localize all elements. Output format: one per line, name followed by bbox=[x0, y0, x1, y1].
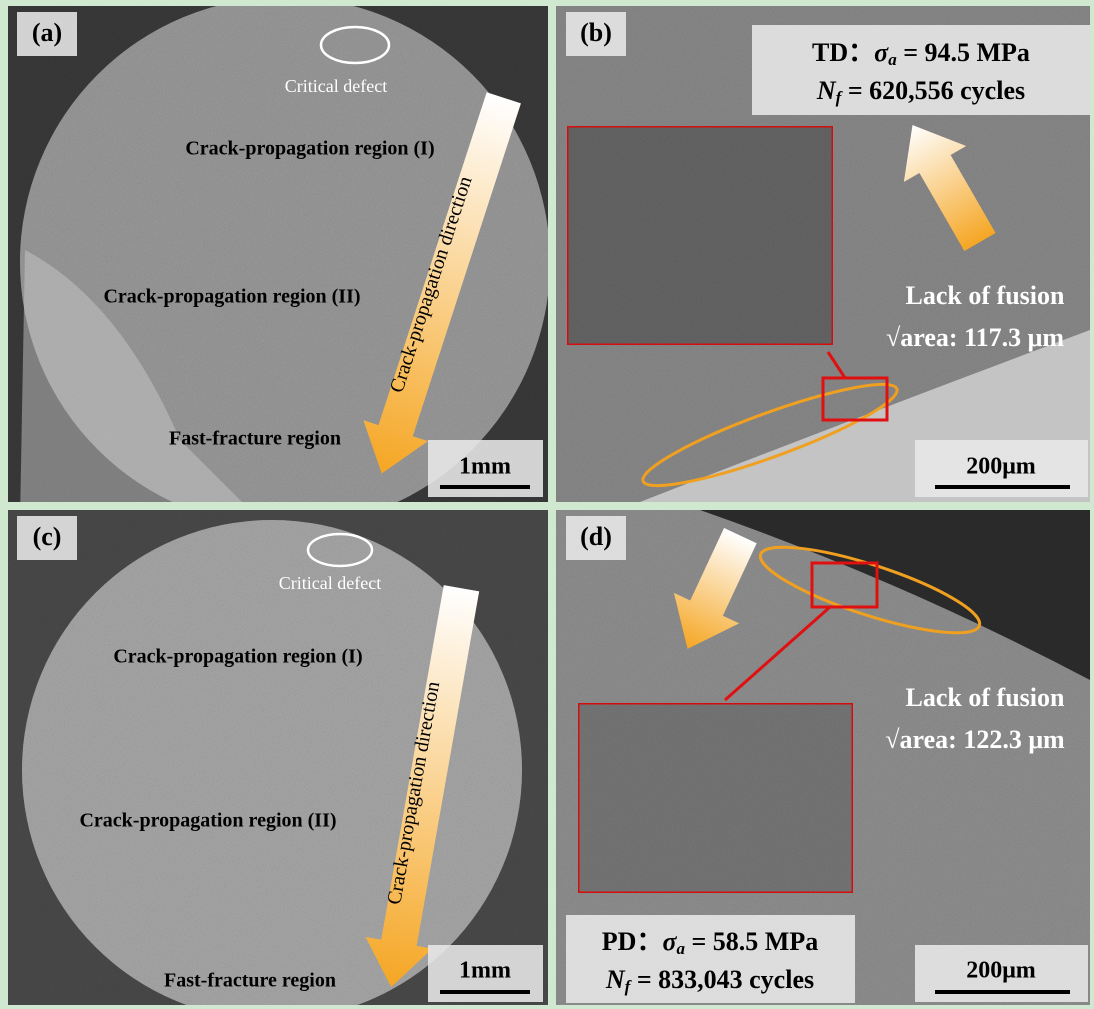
scale-label: 1mm bbox=[459, 958, 511, 984]
panel-label: (d) bbox=[580, 522, 612, 551]
direction-arrow bbox=[903, 125, 996, 251]
info-box bbox=[752, 25, 1090, 115]
defect-outline bbox=[641, 382, 899, 488]
defect-label: Lack of fusion bbox=[906, 683, 1065, 712]
region-label: Fast-fracture region bbox=[169, 428, 341, 450]
inset-image bbox=[576, 701, 855, 895]
scale-bar bbox=[440, 990, 530, 994]
critical-defect: Critical defect bbox=[285, 76, 387, 96]
zoom-box bbox=[810, 561, 879, 609]
stress-text: TD：σa = 94.5 MPa bbox=[812, 38, 1030, 69]
area-label: √area: 122.3 μm bbox=[885, 725, 1065, 754]
label-box bbox=[17, 516, 77, 560]
panel-d: Lack of fusion √area: 122.3 μm PD：σa = 5… bbox=[556, 510, 1090, 1005]
region-label: Crack-propagation region (I) bbox=[113, 646, 362, 668]
scale-label: 200μm bbox=[966, 454, 1036, 480]
defect-marker bbox=[306, 532, 374, 568]
panel-label: (b) bbox=[580, 18, 612, 47]
region-label: Fast-fracture region bbox=[164, 970, 336, 992]
scale-label: 200μm bbox=[966, 958, 1036, 984]
void-region bbox=[700, 510, 1090, 680]
zoom-line bbox=[724, 605, 831, 702]
cycles-text: Nf = 833,043 cycles bbox=[605, 965, 814, 996]
inset-image bbox=[565, 124, 835, 347]
stress-text: PD：σa = 58.5 MPa bbox=[602, 927, 818, 958]
scale-label: 1mm bbox=[459, 454, 511, 480]
cycles-text: Nf = 620,556 cycles bbox=[816, 76, 1025, 107]
panel-label: (a) bbox=[32, 18, 62, 47]
direction-arrow bbox=[673, 528, 757, 649]
zoom-box bbox=[821, 376, 889, 422]
critical-defect: Critical defect bbox=[279, 573, 381, 593]
scale-bar bbox=[935, 990, 1070, 994]
defect-label: Lack of fusion bbox=[906, 281, 1065, 310]
region-label: Crack-propagation region (II) bbox=[103, 286, 360, 308]
panel-label: (c) bbox=[33, 522, 62, 551]
label-box bbox=[17, 12, 77, 56]
scale-bar bbox=[440, 485, 530, 489]
defect-marker bbox=[319, 25, 391, 65]
panel-c: Critical defect Crack-propagation region… bbox=[8, 510, 548, 1005]
label-box bbox=[566, 12, 626, 56]
info-box bbox=[566, 915, 855, 1003]
panel-a: Critical defect Crack-propagation region… bbox=[8, 6, 548, 502]
region-label: Crack-propagation region (II) bbox=[79, 810, 336, 832]
fast-fracture-zone bbox=[20, 250, 242, 502]
area-label: √area: 117.3 μm bbox=[886, 323, 1064, 352]
scale-bar bbox=[935, 485, 1070, 489]
region-label: Crack-propagation region (I) bbox=[185, 138, 434, 160]
label-box bbox=[566, 516, 626, 560]
panel-b: TD：σa = 94.5 MPa Nf = 620,556 cycles Lac… bbox=[556, 6, 1090, 502]
zoom-line bbox=[826, 351, 847, 379]
